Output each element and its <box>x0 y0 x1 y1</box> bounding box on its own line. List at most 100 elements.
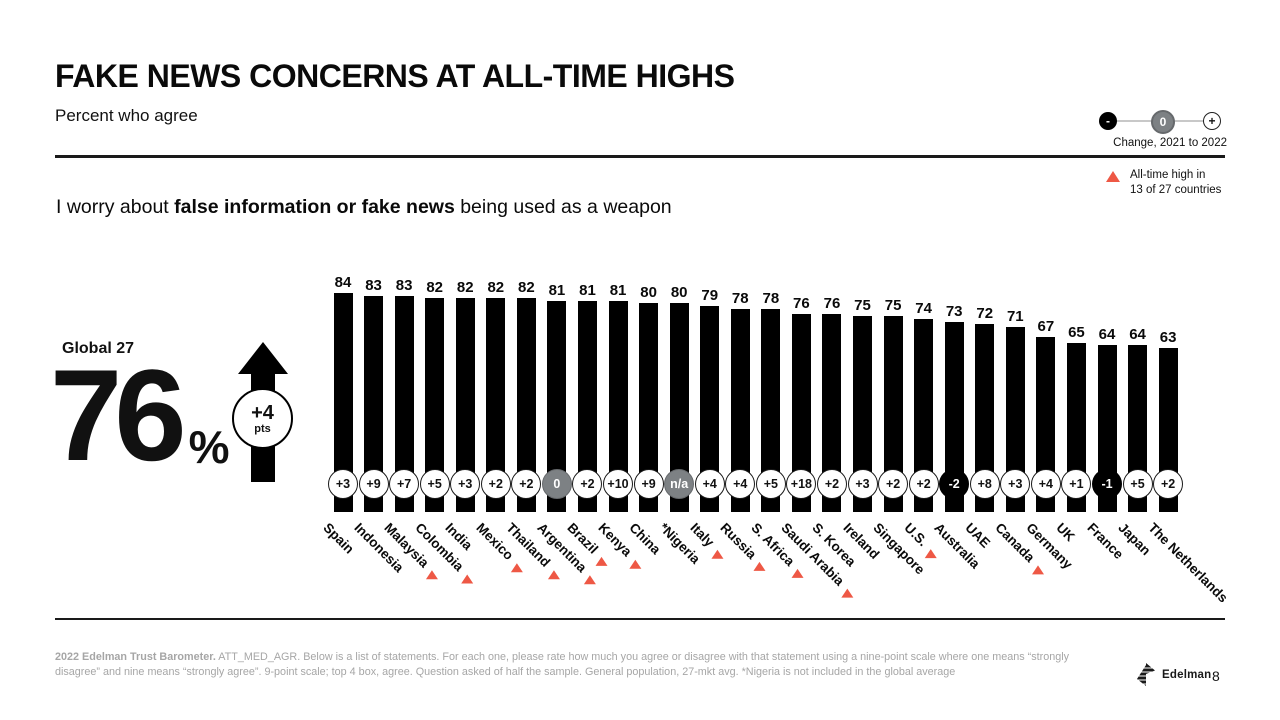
all-time-high-icon <box>841 588 854 598</box>
change-badge: -1 <box>1092 469 1122 499</box>
change-badge: +5 <box>755 469 786 499</box>
bar-value-label: 81 <box>609 282 627 299</box>
bottom-divider <box>55 618 1225 620</box>
bar <box>547 301 567 512</box>
change-badge: +2 <box>816 469 847 499</box>
change-badge: +5 <box>419 469 450 499</box>
bar-value-label: 64 <box>1098 326 1116 343</box>
bar <box>333 293 353 512</box>
change-badge: -2 <box>939 469 970 499</box>
bar <box>944 322 964 512</box>
footnote-source: 2022 Edelman Trust Barometer. <box>55 651 216 663</box>
bar-value-label: 76 <box>793 295 810 312</box>
bar <box>975 324 995 512</box>
change-badge: +9 <box>358 469 389 499</box>
bar <box>761 309 781 512</box>
all-time-high-icon <box>1032 565 1045 575</box>
global-change-value: +4 <box>251 401 274 424</box>
country-label: Spain <box>320 520 357 557</box>
bar-value-label: 71 <box>1006 308 1024 325</box>
bar <box>700 306 720 512</box>
bar <box>577 301 597 512</box>
bar-value-label: 76 <box>823 295 841 312</box>
bar-value-label: 65 <box>1068 324 1085 341</box>
change-badge: +10 <box>603 469 634 499</box>
bar <box>455 298 475 512</box>
bar-value-label: 75 <box>884 297 902 314</box>
bar-value-label: 72 <box>976 305 994 322</box>
all-time-high-icon <box>711 549 724 559</box>
footnote: 2022 Edelman Trust Barometer. ATT_MED_AG… <box>55 650 1080 679</box>
bar-chart-category-labels: Spain Indonesia Malaysia Colombia India Mexic… <box>320 512 1231 622</box>
bar <box>853 316 873 512</box>
all-time-high-icon <box>629 559 642 569</box>
change-badge: +8 <box>969 469 1000 499</box>
all-time-high-icon <box>924 549 937 559</box>
all-time-high-icon <box>791 569 804 579</box>
change-badge: +2 <box>511 469 542 499</box>
bar-value-label: 75 <box>854 297 871 314</box>
bar-value-label: 81 <box>548 282 566 299</box>
bar-value-label: 81 <box>579 282 596 299</box>
change-badge: +4 <box>694 469 725 499</box>
bar-value-label: 83 <box>365 277 382 294</box>
bar-value-label: 82 <box>518 279 535 296</box>
statement-emphasis: false information or fake news <box>174 196 455 218</box>
country-name: The Netherlands <box>1145 520 1231 606</box>
global-average-value: 76 % <box>50 342 230 488</box>
all-time-high-note: All-time high in 13 of 27 countries <box>1106 168 1230 198</box>
bar <box>486 298 506 512</box>
global-percent-number: 76 <box>50 342 187 488</box>
all-time-high-icon <box>460 574 473 584</box>
bar-value-label: 83 <box>395 277 413 294</box>
page-title: FAKE NEWS CONCERNS AT ALL-TIME HIGHS <box>55 58 735 94</box>
global-change-unit: pts <box>254 422 271 435</box>
legend-caption: Change, 2021 to 2022 <box>1113 137 1227 149</box>
all-time-high-icon <box>426 570 439 580</box>
brand-logo: Edelman <box>1136 662 1211 688</box>
bar <box>516 298 536 512</box>
statement-prefix: I worry about <box>56 196 175 218</box>
bar-value-label: 82 <box>426 279 444 296</box>
page-number: 8 <box>1212 668 1220 684</box>
country-name: Spain <box>320 520 357 557</box>
bar-value-label: 78 <box>731 290 749 307</box>
bar-value-label: 67 <box>1037 318 1055 335</box>
change-badge: +3 <box>328 469 358 499</box>
bar-value-label: 80 <box>640 284 657 301</box>
global-change-badge: +4 pts <box>232 388 293 449</box>
bar-value-label: 82 <box>456 279 474 296</box>
change-badge: +2 <box>908 469 939 499</box>
bar-value-label: 80 <box>670 284 688 301</box>
bar <box>394 296 414 512</box>
change-legend: - 0 + <box>1095 108 1230 154</box>
legend-zero-icon: 0 <box>1151 110 1175 134</box>
all-time-high-icon <box>583 575 596 585</box>
change-badge: +9 <box>633 469 664 499</box>
bar <box>425 298 445 512</box>
all-time-high-icon <box>753 562 766 572</box>
global-percent-sign: % <box>188 421 230 474</box>
country-label: The Netherlands <box>1146 520 1231 605</box>
change-badge: +2 <box>1153 469 1184 499</box>
all-time-high-icon <box>595 556 608 566</box>
bar <box>364 296 384 512</box>
brand-name: Edelman <box>1162 669 1212 681</box>
change-badge: 0 <box>541 469 572 499</box>
bar <box>730 309 750 512</box>
all-time-high-icon <box>510 563 523 573</box>
survey-statement: I worry about false information or fake … <box>56 196 672 219</box>
top-divider <box>55 155 1225 158</box>
legend-positive-icon: + <box>1203 112 1221 130</box>
bar <box>1036 337 1056 512</box>
bar-value-label: 84 <box>334 274 352 291</box>
edelman-logo-icon <box>1136 663 1158 686</box>
page-subtitle: Percent who agree <box>55 106 198 125</box>
bar <box>883 316 903 512</box>
bar-value-label: 73 <box>945 303 963 320</box>
bar-value-label: 64 <box>1129 326 1146 343</box>
arrow-up-icon <box>238 342 288 374</box>
all-time-high-icon <box>547 569 560 579</box>
legend-negative-icon: - <box>1099 112 1117 130</box>
